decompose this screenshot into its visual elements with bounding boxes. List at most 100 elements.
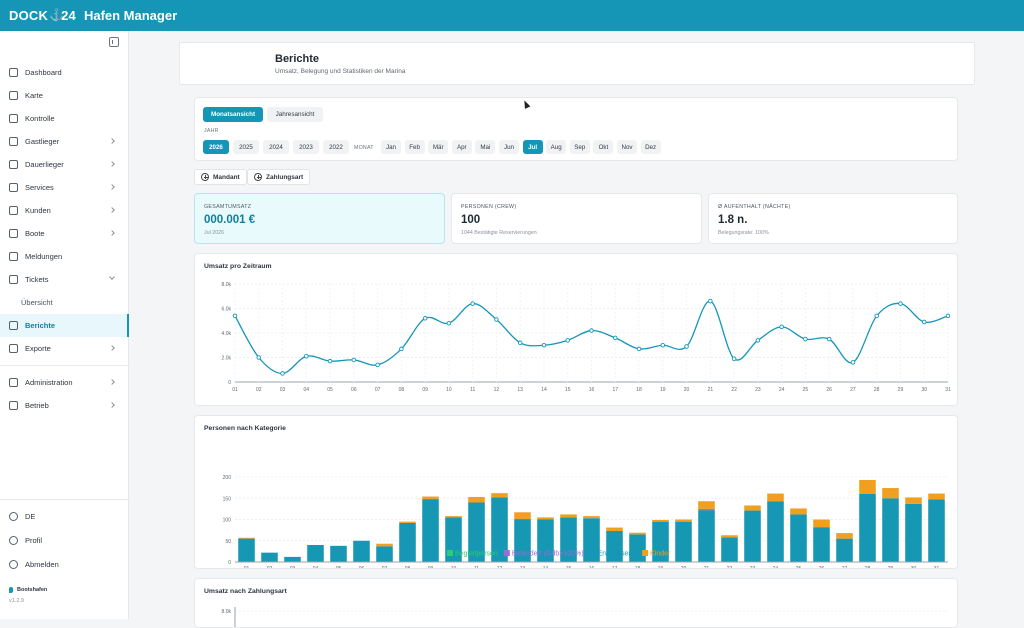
user-icon — [9, 535, 18, 545]
stat-card-revenue: GESAMTUMSATZ 000.001 € Jul 2026 — [194, 193, 445, 244]
x-tick-label: 30 — [911, 566, 917, 568]
sidebar-footer-de[interactable]: DE — [0, 504, 129, 528]
x-tick-label: 25 — [796, 566, 802, 568]
legend-swatch — [503, 550, 510, 556]
add-circle-icon — [201, 173, 209, 181]
x-tick-label: 02 — [256, 387, 262, 393]
sidebar-footer-label: DE — [25, 511, 36, 521]
x-tick-label: 26 — [826, 387, 832, 393]
stat-card-stay: Ø AUFENTHALT (NÄCHTE) 1.8 n. Belegungsra… — [708, 193, 958, 244]
x-tick-label: 05 — [336, 566, 342, 568]
month-pill-sep[interactable]: Sep — [569, 140, 590, 154]
data-point — [803, 336, 808, 342]
bar-behindert-gdb-100- — [698, 508, 715, 511]
x-tick-label: 05 — [327, 387, 333, 393]
bar-erwachsene — [491, 497, 508, 562]
month-pill-jul[interactable]: Jul — [522, 140, 543, 154]
y-tick-label: 50 — [225, 539, 231, 545]
bar-erwachsene — [813, 527, 830, 562]
logout-icon — [9, 559, 18, 569]
sidebar-item-gastlieger[interactable]: Gastlieger — [0, 130, 129, 153]
yearly-view-button[interactable]: Jahresansicht — [267, 107, 323, 122]
chart-title: Personen nach Kategorie — [204, 425, 286, 432]
x-tick-label: 17 — [612, 566, 618, 568]
y-tick-label: 200 — [223, 475, 232, 481]
month-pill-jun[interactable]: Jun — [499, 140, 519, 154]
year-pill-2024[interactable]: 2024 — [263, 140, 289, 154]
x-tick-label: 16 — [589, 387, 595, 393]
x-tick-label: 19 — [660, 387, 666, 393]
bar-erwachsene — [767, 501, 784, 562]
sidebar-item-dauerlieger[interactable]: Dauerlieger — [0, 153, 129, 176]
sidebar-footer-profil[interactable]: Profil — [0, 528, 129, 552]
x-tick-label: 01 — [232, 387, 238, 393]
year-label: JAHR — [204, 128, 219, 134]
y-tick-label: 150 — [223, 496, 232, 502]
bar-kinder — [514, 512, 531, 520]
revenue-line-chart: 0 2.0k 4.0k 6.0k 8.0k 01 02 03 04 05 06 07 08 09 10 11 1… — [222, 282, 951, 393]
month-pill-mär[interactable]: Mär — [428, 140, 449, 154]
bar-kinder — [537, 517, 554, 520]
sidebar-item-kontrolle[interactable]: Kontrolle — [0, 107, 129, 130]
bar-kinder — [422, 496, 439, 500]
year-pill-2022[interactable]: 2022 — [323, 140, 349, 154]
bar-erwachsene — [560, 517, 577, 562]
month-pill-apr[interactable]: Apr — [451, 140, 472, 154]
bar-erwachsene — [330, 545, 347, 562]
data-point — [470, 301, 475, 306]
month-pill-dez[interactable]: Dez — [640, 140, 661, 154]
legend-label: Kinder — [650, 551, 671, 558]
sidebar-item-label: Betrieb — [25, 401, 49, 410]
data-point — [779, 324, 784, 330]
mandant-filter-button[interactable]: Mandant — [194, 169, 247, 185]
sidebar-item-betrieb[interactable]: Betrieb — [0, 394, 129, 417]
month-pill-nov[interactable]: Nov — [617, 140, 637, 154]
sidebar-item-dashboard[interactable]: Dashboard — [0, 61, 129, 84]
stat-value: 100 — [461, 214, 481, 226]
monthly-view-button[interactable]: Monatsansicht — [203, 107, 263, 122]
sidebar-item-kunden[interactable]: Kunden — [0, 199, 129, 222]
month-pill-okt[interactable]: Okt — [593, 140, 614, 154]
month-pill-jan[interactable]: Jan — [381, 140, 401, 154]
sidebar-item-administration[interactable]: Administration — [0, 371, 129, 394]
bar-erwachsene — [422, 499, 439, 562]
y-tick-label: 8.0k — [222, 609, 232, 615]
month-pill-mai[interactable]: Mai — [475, 140, 496, 154]
logo-anchor-icon: ⚓ — [49, 8, 65, 22]
bar-erwachsene — [629, 534, 646, 562]
year-pill-2025[interactable]: 2025 — [233, 140, 259, 154]
year-pill-2026[interactable]: 2026 — [203, 140, 229, 154]
month-pill-feb[interactable]: Feb — [404, 140, 425, 154]
sidebar-item-tickets[interactable]: Tickets — [0, 268, 129, 291]
zahlungsart-filter-button[interactable]: Zahlungsart — [247, 169, 311, 185]
sidebar-item-karte[interactable]: Karte — [0, 84, 129, 107]
sidebar-item-meldungen[interactable]: Meldungen — [0, 245, 129, 268]
app-logo[interactable]: DOCK ⚓ 24 — [9, 8, 76, 23]
x-tick-label: 15 — [565, 387, 571, 393]
year-pill-2023[interactable]: 2023 — [293, 140, 319, 154]
bar-erwachsene — [238, 538, 255, 562]
x-tick-label: 03 — [280, 387, 286, 393]
data-point — [826, 336, 832, 342]
sidebar-item--bersicht[interactable]: Übersicht — [0, 291, 129, 314]
sidebar-item-berichte[interactable]: Berichte — [0, 314, 129, 337]
top-bar: DOCK ⚓ 24 Hafen Manager — [0, 0, 1024, 31]
app-name: Hafen Manager — [83, 8, 178, 23]
sidebar-footer-abmelden[interactable]: Abmelden — [0, 552, 129, 576]
y-tick-label: 4.0k — [222, 331, 232, 337]
sidebar-collapse-icon[interactable] — [109, 37, 119, 47]
export-icon — [9, 344, 18, 353]
payment-chart: 8.0k — [222, 607, 948, 627]
bar-kinder — [445, 516, 462, 518]
bar-kinder — [744, 505, 761, 511]
bar-erwachsene — [307, 545, 324, 562]
sidebar-item-exporte[interactable]: Exporte — [0, 337, 129, 360]
sidebar-footer-label: Abmelden — [25, 559, 59, 569]
month-pill-aug[interactable]: Aug — [546, 140, 567, 154]
sidebar-item-boote[interactable]: Boote — [0, 222, 129, 245]
sidebar-item-services[interactable]: Services — [0, 176, 129, 199]
x-tick-label: 02 — [267, 566, 273, 568]
legend-label: Behindert (Gdb>100%) — [512, 551, 584, 558]
add-circle-icon — [254, 173, 262, 181]
data-point — [684, 344, 689, 349]
